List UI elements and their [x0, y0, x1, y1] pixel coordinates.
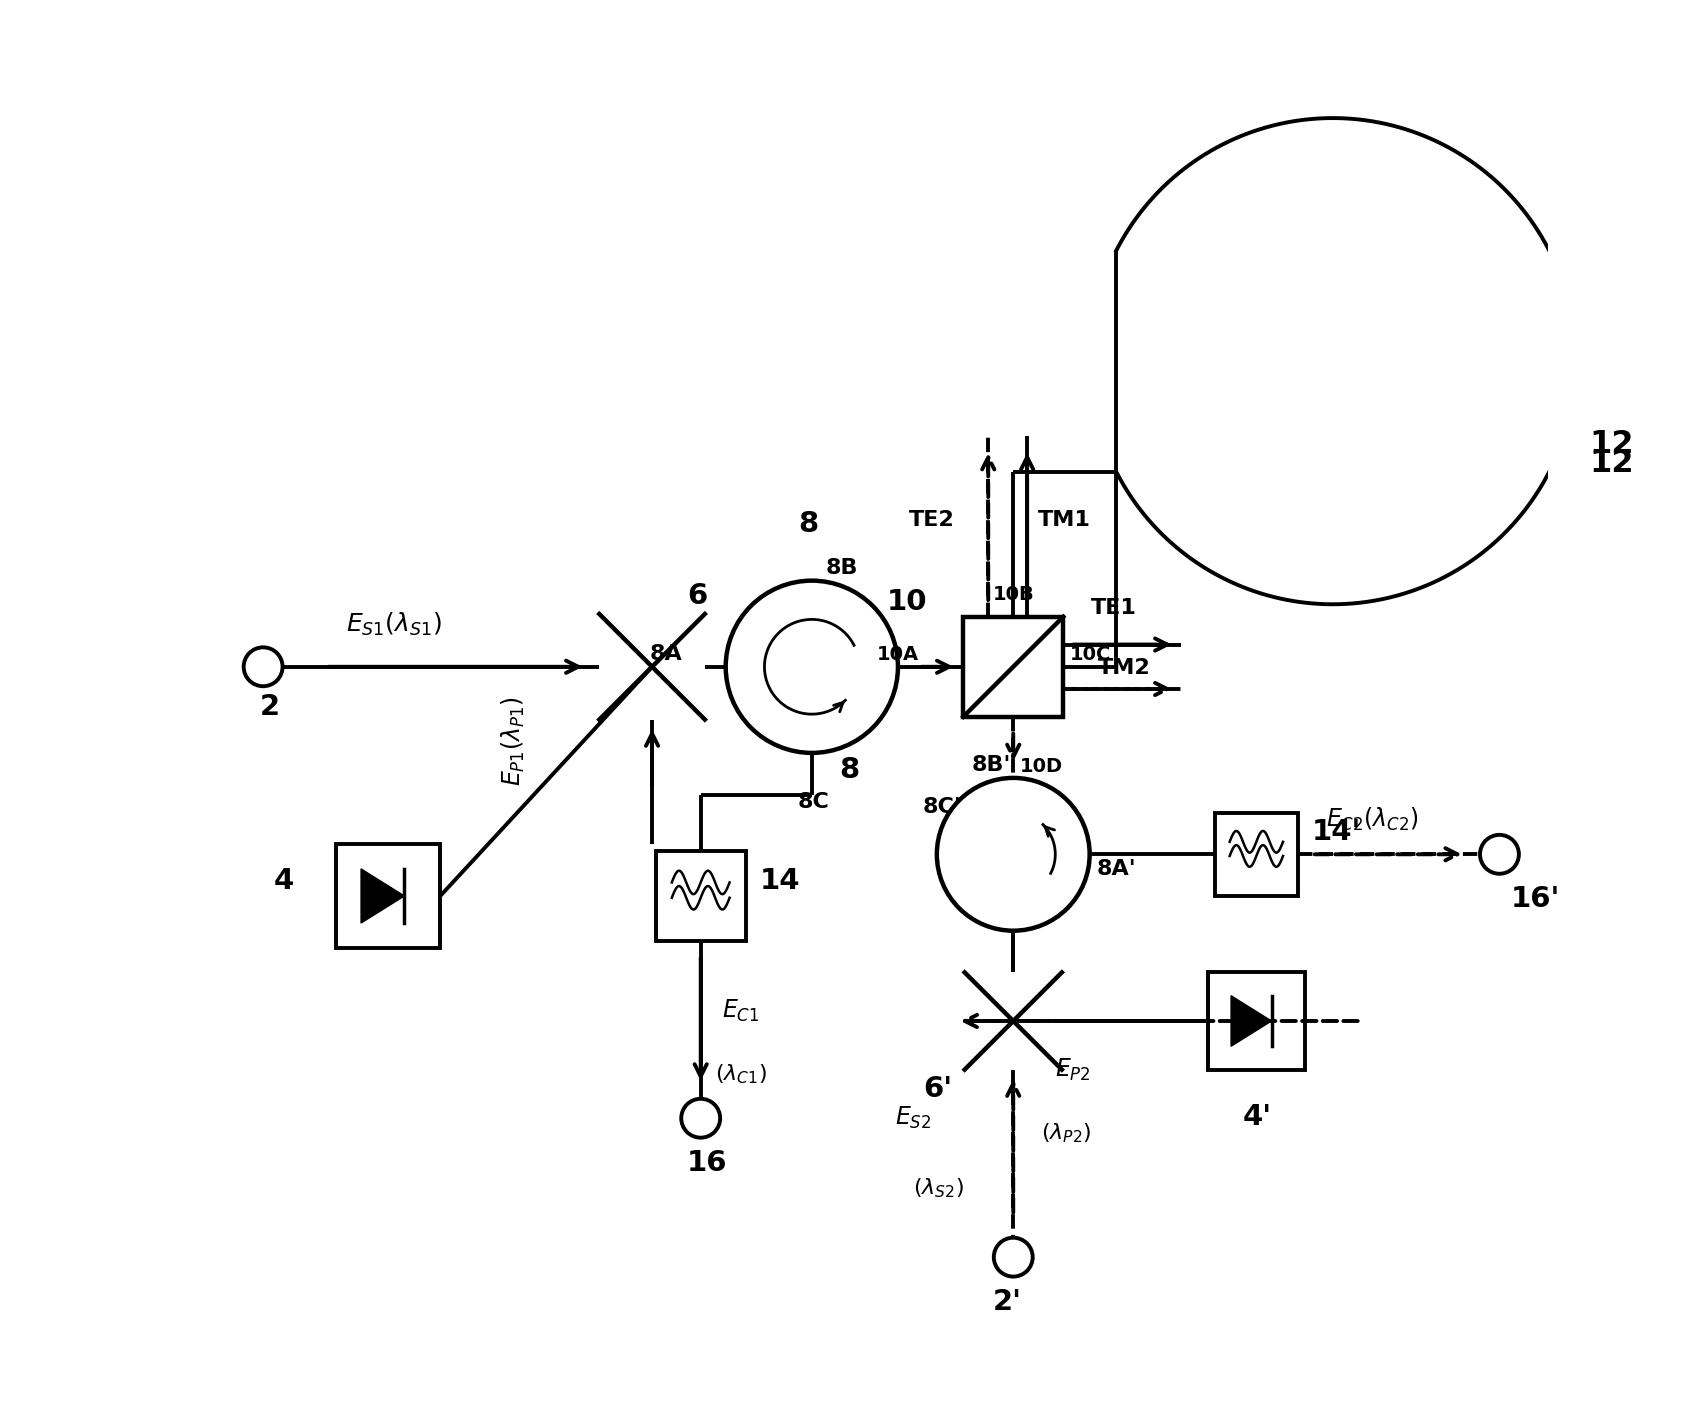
Text: 8A: 8A: [649, 644, 683, 664]
Text: TM2: TM2: [1098, 658, 1151, 678]
Text: 10A: 10A: [877, 645, 920, 664]
Text: $E_{P1}(\lambda_{P1})$: $E_{P1}(\lambda_{P1})$: [500, 697, 527, 786]
Text: 8B': 8B': [971, 755, 1011, 774]
Text: $(\lambda_{P2})$: $(\lambda_{P2})$: [1041, 1121, 1091, 1145]
Text: $(\lambda_{S2})$: $(\lambda_{S2})$: [913, 1177, 964, 1200]
Text: $E_{C2}(\lambda_{C2})$: $E_{C2}(\lambda_{C2})$: [1326, 805, 1419, 833]
Text: 8: 8: [797, 511, 818, 537]
Text: $E_{C1}$: $E_{C1}$: [722, 998, 760, 1024]
Text: 12: 12: [1589, 429, 1634, 460]
Circle shape: [937, 777, 1089, 930]
Text: $E_{P2}$: $E_{P2}$: [1055, 1056, 1091, 1083]
Text: $(\lambda_{C1})$: $(\lambda_{C1})$: [715, 1062, 766, 1086]
Text: 6': 6': [923, 1075, 953, 1103]
Circle shape: [725, 581, 898, 753]
Text: 8B: 8B: [826, 558, 859, 578]
Text: TE2: TE2: [910, 511, 954, 530]
Bar: [1209, 972, 1304, 1069]
Text: 4': 4': [1243, 1103, 1272, 1131]
Circle shape: [244, 647, 283, 686]
Text: $E_{S1}(\lambda_{S1})$: $E_{S1}(\lambda_{S1})$: [347, 612, 442, 638]
Circle shape: [1480, 835, 1519, 874]
Text: 10B: 10B: [992, 585, 1034, 605]
Text: 12: 12: [1589, 449, 1634, 480]
Polygon shape: [362, 868, 405, 923]
Text: 8C': 8C': [923, 797, 961, 817]
Circle shape: [681, 1099, 720, 1138]
Text: 10D: 10D: [1021, 758, 1063, 776]
Bar: [1215, 812, 1297, 897]
Text: TE1: TE1: [1091, 598, 1137, 617]
Text: 16: 16: [686, 1149, 727, 1177]
Text: 2': 2': [992, 1288, 1021, 1316]
Text: $E_{S2}$: $E_{S2}$: [894, 1106, 932, 1131]
Text: 16': 16': [1511, 885, 1560, 913]
Text: 10: 10: [888, 588, 927, 616]
Text: 8: 8: [840, 756, 860, 784]
Circle shape: [993, 1237, 1033, 1277]
Text: 10C: 10C: [1070, 645, 1111, 664]
Text: 14': 14': [1313, 818, 1360, 846]
Text: 2: 2: [259, 693, 280, 721]
Text: 6: 6: [686, 582, 707, 610]
Text: 4: 4: [273, 867, 294, 895]
Polygon shape: [1231, 996, 1272, 1047]
Text: 8C: 8C: [797, 793, 830, 812]
Bar: [963, 617, 1063, 717]
Bar: [655, 850, 746, 941]
Text: 14: 14: [760, 867, 801, 895]
Text: 8A': 8A': [1096, 859, 1137, 880]
Bar: [336, 843, 440, 948]
Text: TM1: TM1: [1038, 511, 1091, 530]
